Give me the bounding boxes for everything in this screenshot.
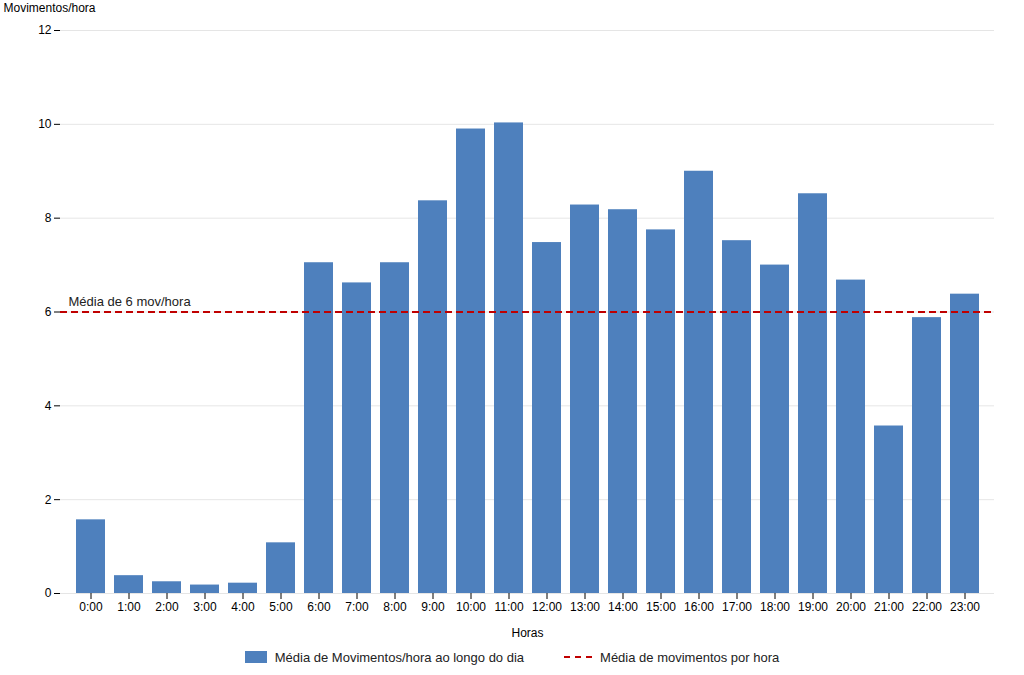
svg-text:Média de 6 mov/hora: Média de 6 mov/hora (69, 294, 192, 309)
svg-text:18:00: 18:00 (760, 600, 790, 614)
svg-text:10:00: 10:00 (456, 600, 486, 614)
svg-text:19:00: 19:00 (798, 600, 828, 614)
svg-text:0:00: 0:00 (79, 600, 103, 614)
svg-text:0: 0 (45, 586, 52, 600)
svg-text:10: 10 (38, 117, 52, 131)
svg-text:12: 12 (38, 23, 52, 37)
svg-text:6:00: 6:00 (307, 600, 331, 614)
svg-text:5:00: 5:00 (269, 600, 293, 614)
svg-text:2: 2 (45, 493, 52, 507)
svg-text:8: 8 (45, 211, 52, 225)
svg-text:23:00: 23:00 (950, 600, 980, 614)
svg-text:4: 4 (45, 399, 52, 413)
svg-text:4:00: 4:00 (231, 600, 255, 614)
svg-text:9:00: 9:00 (421, 600, 445, 614)
html-text:Média de movimentos por hora: Média de movimentos por hora (600, 649, 780, 665)
svg-text:2:00: 2:00 (155, 600, 179, 614)
svg-text:20:00: 20:00 (836, 600, 866, 614)
svg-text:Horas: Horas (511, 626, 543, 640)
svg-text:11:00: 11:00 (494, 600, 523, 614)
svg-text:14:00: 14:00 (608, 600, 638, 614)
svg-text:Movimentos/hora: Movimentos/hora (4, 1, 96, 15)
svg-text:1:00: 1:00 (117, 600, 141, 614)
svg-text:15:00: 15:00 (646, 600, 676, 614)
svg-text:7:00: 7:00 (345, 600, 369, 614)
svg-text:22:00: 22:00 (912, 600, 942, 614)
svg-text:21:00: 21:00 (874, 600, 904, 614)
svg-text:3:00: 3:00 (193, 600, 217, 614)
svg-text:16:00: 16:00 (684, 600, 714, 614)
svg-text:8:00: 8:00 (383, 600, 407, 614)
svg-text:6: 6 (45, 305, 52, 319)
svg-text:13:00: 13:00 (570, 600, 600, 614)
svg-text:12:00: 12:00 (532, 600, 562, 614)
svg-text:17:00: 17:00 (722, 600, 752, 614)
html-text:Média de Movimentos/hora ao lo: Média de Movimentos/hora ao longo do dia (274, 649, 525, 665)
